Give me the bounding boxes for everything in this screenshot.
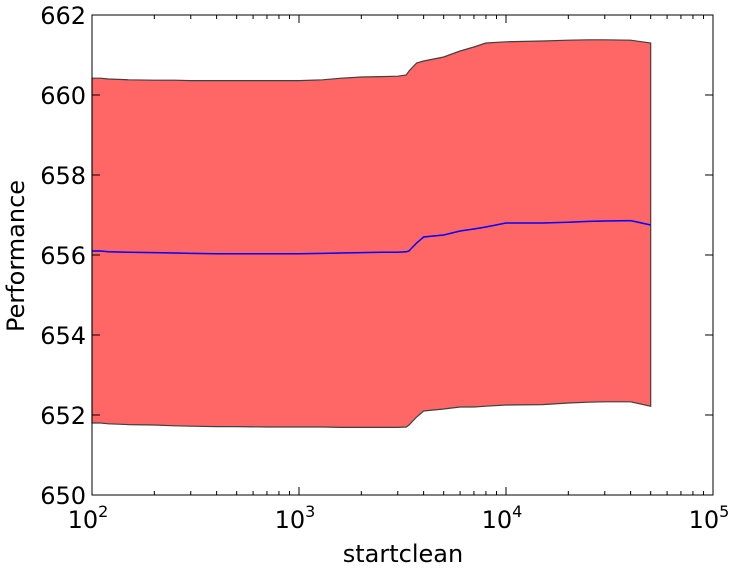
x-tick-label: 104 bbox=[482, 502, 523, 534]
y-tick-label: 662 bbox=[40, 2, 86, 30]
y-tick-label: 652 bbox=[40, 402, 86, 430]
confidence-band bbox=[91, 39, 652, 428]
x-tick-label: 102 bbox=[68, 502, 109, 534]
plot-area bbox=[91, 39, 652, 428]
x-axis-label: startclean bbox=[343, 540, 463, 568]
y-tick-label: 650 bbox=[40, 482, 86, 510]
y-tick-label: 654 bbox=[40, 322, 86, 350]
axes: 650 652 654 656 658 660 662 102 103 104 105 bbox=[40, 2, 729, 534]
mean-line bbox=[92, 219, 651, 255]
x-tick-label: 105 bbox=[689, 502, 730, 534]
y-tick-label: 656 bbox=[40, 242, 86, 270]
y-axis-label: Performance bbox=[2, 180, 30, 332]
y-tick-label: 660 bbox=[40, 82, 86, 110]
y-tick-label: 658 bbox=[40, 162, 86, 190]
x-tick-label: 103 bbox=[275, 502, 316, 534]
